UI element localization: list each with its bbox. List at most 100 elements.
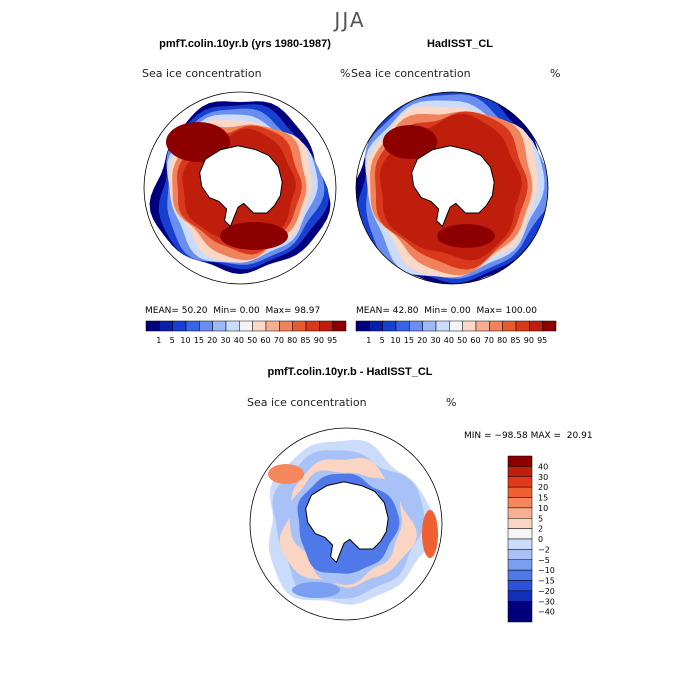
diff-variable-label: Sea ice concentration (247, 396, 367, 409)
obs-colorbar-label-12: 90 (524, 336, 534, 345)
model-colorbar-label-5: 30 (220, 336, 230, 345)
obs-colorbar-label-13: 95 (537, 336, 547, 345)
diff-colorbar-swatch-8 (507, 538, 533, 550)
model-colorbar-label-7: 50 (247, 336, 257, 345)
diff-colorbar-swatch-6 (507, 518, 533, 529)
obs-colorbar-swatch-4 (409, 320, 423, 332)
diff-colorbar-label-0: 40 (538, 462, 548, 471)
diff-colorbar-label-10: −10 (538, 566, 555, 575)
obs-antarctica (411, 145, 495, 228)
model-panel-title: pmfT.colin.10yr.b (yrs 1980-1987) (159, 38, 331, 50)
obs-colorbar-label-1: 5 (380, 336, 385, 345)
diff-colorbar-label-8: −2 (538, 545, 550, 554)
diff-panel-title: pmfT.colin.10yr.b - HadISST_CL (267, 366, 433, 378)
diff-antarctica (305, 481, 389, 564)
model-colorbar-swatch-11 (292, 320, 307, 332)
model-variable-label: Sea ice concentration (142, 67, 262, 80)
obs-colorbar-label-9: 70 (484, 336, 494, 345)
diff-colorbar-label-12: −20 (538, 587, 555, 596)
obs-colorbar-label-6: 40 (444, 336, 454, 345)
model-colorbar-label-1: 5 (170, 336, 175, 345)
diff-colorbar-label-13: −30 (538, 597, 555, 606)
diff-colorbar-swatch-7 (507, 528, 533, 540)
diff-colorbar-label-6: 2 (538, 525, 543, 534)
model-colorbar-swatch-14 (332, 320, 347, 332)
obs-colorbar-label-8: 60 (470, 336, 480, 345)
diff-units-label: % (446, 396, 457, 409)
diff-colorbar-swatch-15 (507, 611, 533, 623)
model-stats: MEAN= 50.20 Min= 0.00 Max= 98.97 (145, 306, 321, 316)
diff-colorbar-swatch-5 (507, 507, 533, 519)
obs-stats: MEAN= 42.80 Min= 0.00 Max= 100.00 (356, 306, 537, 316)
model-antarctica (199, 145, 283, 228)
model-colorbar-label-2: 10 (180, 336, 190, 345)
model-colorbar-swatch-5 (212, 320, 227, 332)
model-colorbar-label-10: 80 (287, 336, 297, 345)
model-colorbar-swatch-8 (252, 320, 267, 332)
model-colorbar-label-9: 70 (274, 336, 284, 345)
obs-colorbar-swatch-10 (489, 320, 503, 332)
model-weddell-heavy-ice (166, 122, 230, 162)
diff-colorbar-label-11: −15 (538, 577, 555, 586)
model-colorbar-label-3: 15 (194, 336, 204, 345)
obs-units-label: % (550, 67, 561, 80)
obs-colorbar-label-5: 30 (430, 336, 440, 345)
diff-colorbar-swatch-12 (507, 580, 533, 592)
model-ross-heavy-ice (220, 222, 288, 250)
obs-colorbar-label-0: 1 (366, 336, 371, 345)
model-colorbar-swatch-13 (319, 320, 333, 332)
model-colorbar-swatch-4 (199, 320, 213, 332)
diff-east-positive-patch (422, 510, 438, 558)
model-colorbar-label-12: 90 (314, 336, 324, 345)
model-colorbar-swatch-10 (279, 320, 293, 332)
obs-colorbar-swatch-8 (462, 320, 477, 332)
model-colorbar-swatch-9 (265, 320, 280, 332)
obs-colorbar-label-2: 10 (390, 336, 400, 345)
diff-colorbar-swatch-4 (507, 497, 533, 509)
diff-colorbar-label-7: 0 (538, 535, 543, 544)
diff-colorbar-swatch-0 (507, 455, 533, 467)
model-colorbar-swatch-2 (172, 320, 187, 332)
diff-colorbar-label-2: 20 (538, 483, 548, 492)
obs-colorbar-label-3: 15 (404, 336, 414, 345)
diff-map-border (249, 427, 443, 621)
obs-variable-label: Sea ice concentration (351, 67, 471, 80)
model-colorbar-label-4: 20 (207, 336, 217, 345)
model-colorbar-label-8: 60 (260, 336, 270, 345)
obs-colorbar-swatch-6 (435, 320, 450, 332)
obs-colorbar-label-4: 20 (417, 336, 427, 345)
diff-colorbar-swatch-11 (507, 569, 533, 581)
season-title: JJA (334, 8, 366, 32)
model-colorbar-swatch-0 (145, 320, 160, 332)
diff-colorbar-label-3: 15 (538, 494, 548, 503)
model-colorbar-label-13: 95 (327, 336, 337, 345)
diff-colorbar-swatch-2 (507, 476, 533, 488)
model-units-label: % (340, 67, 351, 80)
diff-colorbar-label-1: 30 (538, 473, 548, 482)
model-colorbar-swatch-1 (159, 320, 173, 332)
obs-colorbar-swatch-0 (355, 320, 370, 332)
obs-colorbar: 1 5 10 15 20 30 40 50 60 70 80 85 90 95 (355, 320, 557, 345)
obs-colorbar-swatch-2 (382, 320, 397, 332)
diff-colorbar-swatch-1 (507, 466, 533, 477)
diff-colorbar-label-5: 5 (538, 514, 543, 523)
diff-colorbar-label-14: −40 (538, 608, 555, 617)
obs-colorbar-label-7: 50 (457, 336, 467, 345)
diff-ross-negative-patch (292, 582, 340, 598)
diff-colorbar-swatch-13 (507, 590, 533, 602)
diff-polar-map (249, 427, 443, 621)
diff-range-text: MIN = −98.58 MAX = 20.91 (464, 431, 593, 441)
obs-panel-title: HadISST_CL (426, 38, 493, 50)
obs-map-border (355, 91, 549, 285)
obs-ross-heavy-ice (437, 224, 495, 248)
obs-polar-map (355, 91, 549, 285)
obs-colorbar-swatch-12 (515, 320, 530, 332)
model-colorbar-label-11: 85 (300, 336, 310, 345)
model-colorbar-swatch-6 (225, 320, 240, 332)
diff-colorbar-swatch-9 (507, 549, 533, 560)
obs-colorbar-swatch-7 (449, 320, 463, 332)
obs-colorbar-swatch-9 (475, 320, 490, 332)
diff-colorbar-swatch-3 (507, 486, 533, 498)
obs-colorbar-swatch-1 (369, 320, 383, 332)
